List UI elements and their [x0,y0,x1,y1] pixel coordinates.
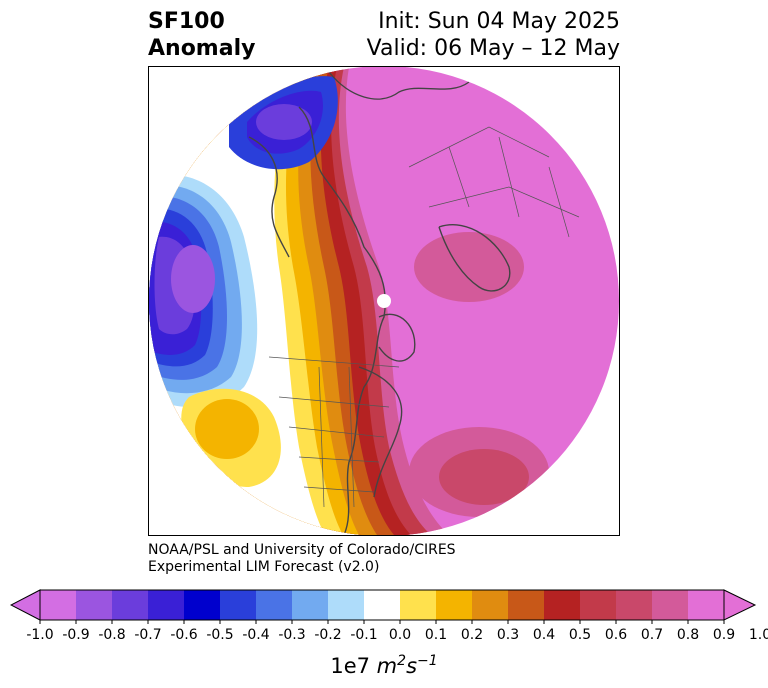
colorbar-label: 1e7 m2s−1 [330,653,438,678]
colorbar-tick-label: -0.5 [206,627,234,643]
colorbar-segment [688,590,725,620]
colorbar-tick-label: 1.0 [748,627,768,643]
colorbar-segment [184,590,221,620]
credit-line-2: Experimental LIM Forecast (v2.0) [148,559,380,575]
colorbar-segment [220,590,257,620]
colorbar-tick-label: 0.8 [676,627,700,643]
colorbar [10,589,757,624]
colorbar-tick-label: -0.6 [170,627,198,643]
colorbar-segment [40,590,77,620]
colorbar-tick-label: -0.8 [98,627,126,643]
colorbar-segment [148,590,185,620]
colorbar-segment [328,590,365,620]
colorbar-tick-label: -1.0 [26,627,54,643]
colorbar-tick-label: 0.3 [496,627,520,643]
colorbar-tick-label: 0.5 [568,627,592,643]
colorbar-segment [472,590,509,620]
negative-minimum [171,245,215,313]
colorbar-extend-high [723,589,757,621]
colorbar-tick-label: -0.2 [314,627,342,643]
colorbar-outline [39,589,725,621]
map-subtitle: Anomaly [148,36,256,61]
positive-core-north [414,232,524,302]
colorbar-tick-label: 0.6 [604,627,628,643]
colorbar-segment [256,590,293,620]
colorbar-tick-label: -0.4 [242,627,270,643]
map-panel [148,66,620,536]
colorbar-segment [364,590,401,620]
colorbar-tick-label: -0.7 [134,627,162,643]
colorbar-tick-label: 0.7 [640,627,664,643]
colorbar-segment [76,590,113,620]
colorbar-segment [400,590,437,620]
political-borders [268,126,580,508]
colorbar-segment [292,590,329,620]
credit-line-1: NOAA/PSL and University of Colorado/CIRE… [148,542,456,558]
colorbar-tick-label: 0.1 [424,627,448,643]
colorbar-tick-label: 0.2 [460,627,484,643]
map-title: SF100 [148,9,225,34]
colorbar-tick-label: -0.3 [278,627,306,643]
colorbar-segment [112,590,149,620]
north-pole-marker [377,294,391,308]
colorbar-segment [544,590,581,620]
polar-map [149,67,619,535]
colorbar-segment [616,590,653,620]
valid-range: Valid: 06 May – 12 May [366,36,620,61]
colorbar-tick-label: -0.1 [350,627,378,643]
init-date: Init: Sun 04 May 2025 [378,9,620,34]
anomaly-field [149,67,619,535]
colorbar-segment [436,590,473,620]
colorbar-tick-label: 0.4 [532,627,556,643]
colorbar-segment [652,590,689,620]
colorbar-segment [508,590,545,620]
coastlines [248,71,511,535]
colorbar-tick-label: -0.9 [62,627,90,643]
colorbar-tick-label: 0.0 [388,627,412,643]
colorbar-tick-label: 0.9 [712,627,736,643]
colorbar-segment [580,590,617,620]
colorbar-extend-low [10,589,41,621]
